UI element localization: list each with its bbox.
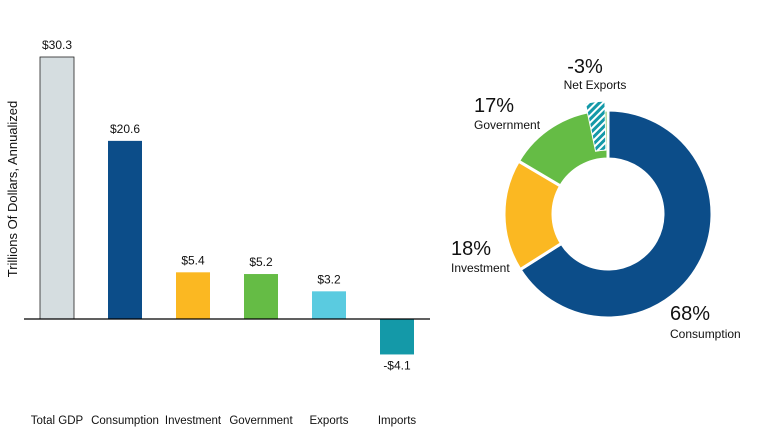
bar-category-exports: Exports — [310, 415, 349, 427]
slice-pct-investment: 18% — [451, 238, 491, 260]
bar-consumption — [108, 140, 142, 319]
bar-value-labels: $30.3 $20.6 $5.4 $5.2 $3.2 -$4.1 — [42, 38, 411, 372]
bar-total-gdp — [39, 56, 75, 320]
slice-name-government: Government — [474, 118, 541, 132]
bar-value-label-consumption: $20.6 — [110, 122, 140, 136]
bar-category-total-gdp: Total GDP — [31, 415, 84, 427]
bar-value-label-investment: $5.4 — [181, 253, 205, 267]
slice-pct-government: 17% — [474, 95, 514, 117]
slice-name-consumption: Consumption — [670, 327, 741, 341]
bar-category-imports: Imports — [378, 415, 417, 427]
donut-slice-consumption — [518, 108, 714, 320]
donut-slices — [502, 100, 714, 320]
y-axis-title: Trillions Of Dollars, Annualized — [5, 101, 20, 278]
slice-pct-net-exports: -3% — [567, 56, 603, 78]
bar-government — [244, 274, 278, 319]
bar-category-labels: Total GDP Consumption Investment Government… — [31, 415, 417, 427]
bar-category-investment: Investment — [165, 415, 222, 427]
bar-imports — [380, 319, 414, 355]
donut-slice-net-exports — [584, 100, 607, 152]
donut-slice-government — [516, 108, 610, 189]
bar-value-label-exports: $3.2 — [317, 272, 341, 286]
bar-category-consumption: Consumption — [91, 415, 159, 427]
bar-investment — [176, 272, 210, 319]
slice-pct-consumption: 68% — [670, 303, 710, 325]
slice-name-investment: Investment — [451, 261, 510, 275]
slice-name-net-exports: Net Exports — [564, 78, 627, 92]
donut-chart: -3% Net Exports 17% Government 18% Inves… — [451, 56, 741, 341]
bar-value-label-total-gdp: $30.3 — [42, 38, 72, 52]
bar-value-label-government: $5.2 — [249, 255, 273, 269]
bar-value-label-imports: -$4.1 — [383, 358, 411, 372]
bar-chart: Trillions Of Dollars, Annualized $30.3 $2… — [5, 38, 430, 427]
bar-exports — [312, 291, 346, 319]
bar-category-government: Government — [229, 415, 293, 427]
bars-layer — [39, 56, 414, 355]
